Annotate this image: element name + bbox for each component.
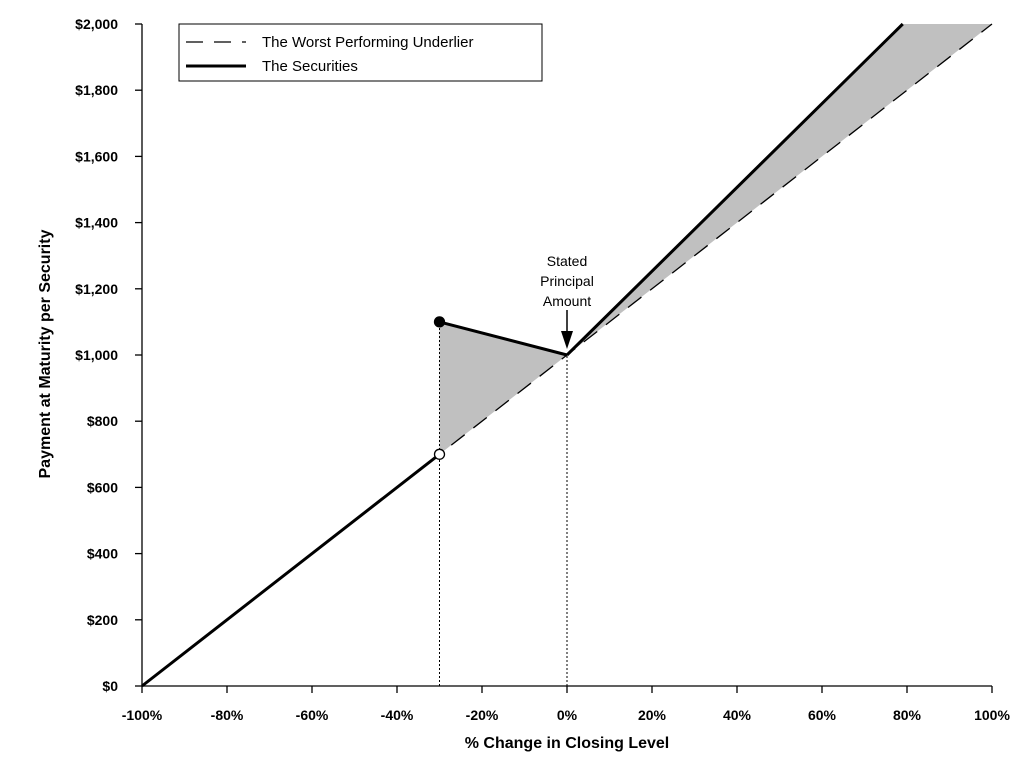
y-tick-label: $600 (87, 479, 118, 495)
legend: The Worst Performing Underlier The Secur… (178, 23, 543, 82)
legend-label-underlier: The Worst Performing Underlier (262, 34, 473, 51)
y-tick-label: $1,800 (75, 82, 118, 98)
series-securities-segment-1 (439, 320, 568, 357)
reference-lines (439, 321, 568, 686)
y-tick-label: $200 (87, 612, 118, 628)
legend-label-securities: The Securities (262, 58, 358, 75)
annotation-stated-principal: Stated Principal Amount (540, 253, 594, 349)
x-tick-label: -60% (296, 707, 329, 723)
x-tick-label: 60% (808, 707, 837, 723)
annotation-text-line: Stated (547, 253, 587, 269)
marker-open (433, 448, 446, 460)
y-tick-label: $0 (102, 678, 118, 694)
series-layer (141, 22, 993, 688)
x-tick-label: -40% (381, 707, 414, 723)
ticks: -100% -80% -60% -40% -20% 0% 20% 40% 60% 80% 100% $… (75, 16, 1010, 723)
y-tick-label: $1,400 (75, 215, 118, 231)
x-tick-label: 100% (974, 707, 1010, 723)
y-tick-label: $1,200 (75, 281, 118, 297)
annotations: Stated Principal Amount (540, 253, 594, 349)
x-tick-label: -100% (122, 707, 163, 723)
y-tick-label: $1,000 (75, 347, 118, 363)
annotation-text-line: Principal (540, 273, 594, 289)
markers (433, 316, 446, 460)
marker-filled (433, 316, 446, 328)
x-tick-label: 80% (893, 707, 922, 723)
y-tick-label: $2,000 (75, 16, 118, 32)
x-tick-label: 40% (723, 707, 752, 723)
legend-box (178, 23, 543, 82)
x-tick-label: -20% (466, 707, 499, 723)
annotation-text-line: Amount (543, 293, 591, 309)
y-axis-title: Payment at Maturity per Security (37, 229, 54, 478)
series-securities-segment-0 (141, 453, 441, 688)
x-axis-title: % Change in Closing Level (465, 735, 669, 752)
y-tick-label: $400 (87, 546, 118, 562)
x-tick-label: 20% (638, 707, 667, 723)
series-securities-segment-2 (565, 22, 904, 357)
annotation-arrow-head (561, 331, 573, 349)
shaded-region-0 (439, 321, 567, 455)
y-tick-label: $800 (87, 413, 118, 429)
x-tick-label: -80% (211, 707, 244, 723)
x-tick-label: 0% (557, 707, 578, 723)
y-tick-label: $1,600 (75, 148, 118, 164)
